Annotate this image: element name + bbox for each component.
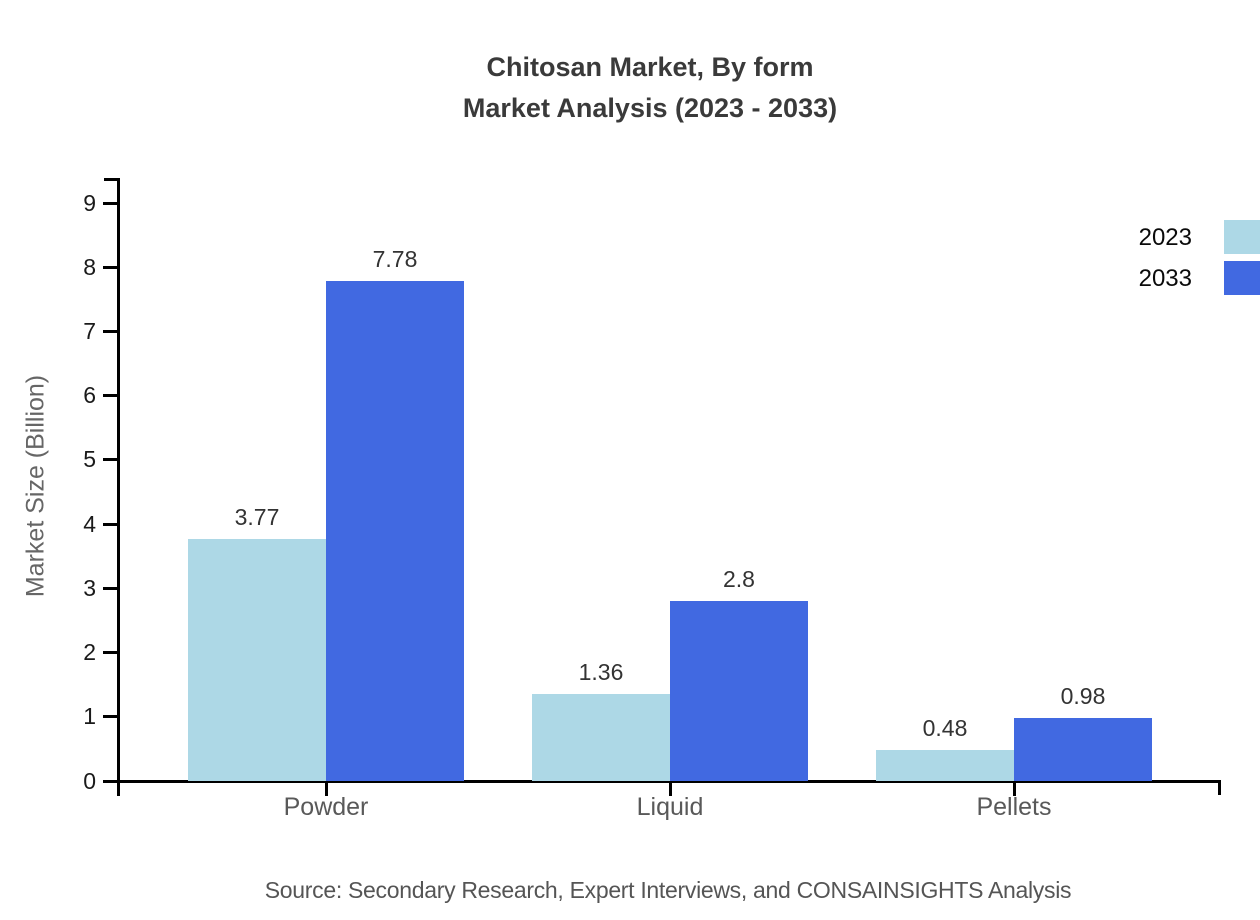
y-tick-label-8: 8	[83, 253, 96, 280]
y-axis-top-cap	[104, 178, 120, 181]
y-tick-label-4: 4	[83, 510, 96, 537]
legend-swatch-2023	[1224, 220, 1260, 254]
y-tick-7	[103, 330, 118, 333]
y-tick-8	[103, 265, 118, 269]
y-tick-1	[103, 715, 118, 719]
value-label-2033-liquid: 2.8	[723, 566, 755, 593]
y-tick-2	[103, 651, 118, 655]
x-category-label-pellets: Pellets	[976, 793, 1052, 821]
bar-2023-liquid	[532, 693, 670, 781]
value-label-2033-powder: 7.78	[372, 246, 418, 273]
y-tick-label-9: 9	[83, 189, 96, 216]
y-tick-3	[103, 586, 118, 590]
y-tick-label-0: 0	[83, 767, 96, 794]
bar-2033-pellets	[1014, 718, 1152, 781]
y-tick-6	[103, 394, 118, 398]
x-category-label-powder: Powder	[283, 793, 369, 821]
value-label-2023-liquid: 1.36	[578, 658, 624, 685]
y-axis-line	[117, 178, 120, 796]
legend-swatch-2033	[1224, 261, 1260, 295]
y-tick-label-3: 3	[83, 574, 96, 601]
x-tick-liquid	[668, 781, 672, 796]
legend-label-2023: 2023	[1138, 224, 1192, 251]
bar-2033-liquid	[670, 601, 808, 781]
bar-2023-powder	[188, 538, 326, 781]
value-label-2033-pellets: 0.98	[1060, 683, 1106, 710]
chart-title-line-2: Market Analysis (2023 - 2033)	[462, 93, 838, 123]
y-axis-title: Market Size (Billion)	[21, 374, 50, 598]
y-tick-label-1: 1	[83, 703, 96, 730]
x-axis-end-cap	[1218, 780, 1221, 795]
legend-label-2033: 2033	[1138, 265, 1192, 292]
y-tick-4	[103, 522, 118, 526]
y-tick-0	[103, 779, 118, 783]
source-note: Source: Secondary Research, Expert Inter…	[264, 877, 1072, 903]
y-tick-label-6: 6	[83, 382, 96, 409]
value-label-2023-powder: 3.77	[234, 503, 280, 530]
value-label-2023-pellets: 0.48	[922, 715, 968, 742]
y-tick-label-2: 2	[83, 639, 96, 666]
bar-2023-pellets	[876, 750, 1014, 781]
y-tick-5	[103, 458, 118, 462]
y-tick-label-7: 7	[83, 318, 96, 344]
bar-2033-powder	[326, 281, 464, 781]
x-tick-pellets	[1012, 781, 1016, 796]
x-category-label-liquid: Liquid	[636, 793, 704, 821]
x-axis-line	[103, 780, 1221, 783]
x-tick-powder	[324, 781, 328, 796]
chart-title: Chitosan Market, By form Market Analysis…	[40, 47, 1260, 129]
chart-title-line-1: Chitosan Market, By form	[486, 52, 814, 82]
y-tick-9	[103, 201, 118, 205]
y-tick-label-5: 5	[83, 446, 96, 473]
